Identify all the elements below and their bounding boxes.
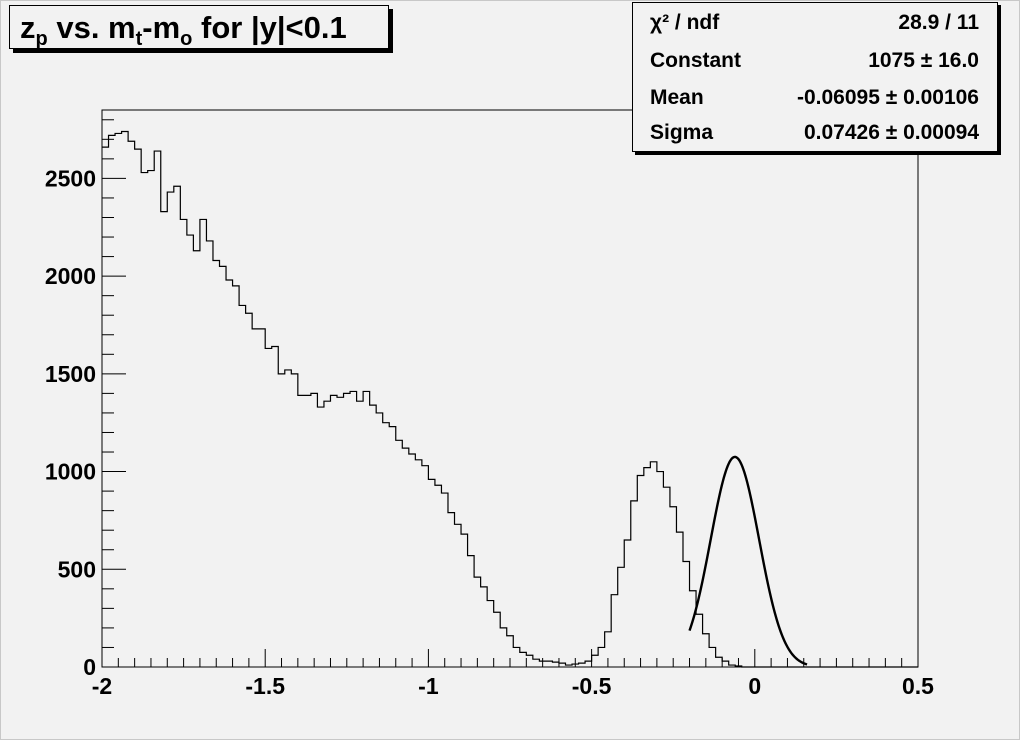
- stats-value: 28.9 / 11: [898, 11, 979, 34]
- stats-value: 0.07426 ± 0.00094: [803, 121, 979, 144]
- y-tick-label: 500: [58, 556, 96, 582]
- x-tick-label: -0.5: [572, 673, 612, 699]
- title-sub-p: p: [35, 28, 48, 51]
- gaussian-fit-curve: [688, 455, 808, 666]
- x-tick-label: -1.5: [245, 673, 285, 699]
- stats-key: Mean: [650, 86, 704, 109]
- stats-key: Constant: [650, 49, 741, 72]
- stats-value: 1075 ± 16.0: [868, 49, 979, 72]
- stats-key: Sigma: [650, 121, 714, 144]
- title-sub-o: o: [180, 28, 193, 51]
- title-tail: for |y|<0.1: [192, 10, 347, 45]
- stats-value: -0.06095 ± 0.00106: [796, 86, 979, 109]
- x-tick-label: -2: [92, 673, 112, 699]
- x-tick-label: -1: [418, 673, 439, 699]
- y-tick-label: 2000: [45, 263, 96, 289]
- title-vs-m: vs. m: [47, 10, 136, 45]
- stats-row-sigma: Sigma 0.07426 ± 0.00094: [633, 115, 997, 151]
- plot-frame: [101, 109, 919, 668]
- y-tick-label: 0: [83, 654, 96, 680]
- stats-key: χ² / ndf: [650, 11, 720, 34]
- y-axis: 0 500 1000 1500 2000 2500: [45, 110, 126, 680]
- stats-row-chi2: χ² / ndf 28.9 / 11: [633, 5, 997, 41]
- y-tick-label: 1500: [45, 361, 96, 387]
- x-axis: -2 -1.5 -1 -0.5 0 0.5: [92, 649, 934, 699]
- y-tick-label: 2500: [45, 165, 96, 191]
- title-z: z: [20, 10, 36, 45]
- x-tick-label: 0.5: [902, 673, 934, 699]
- stats-row-mean: Mean -0.06095 ± 0.00106: [633, 80, 997, 116]
- title-sub-t: t: [135, 28, 143, 51]
- stats-row-constant: Constant 1075 ± 16.0: [633, 43, 997, 79]
- plot-title: zp vs. mt-mo for |y|<0.1: [9, 5, 389, 51]
- fit-stats-box: χ² / ndf 28.9 / 11 Constant 1075 ± 16.0 …: [632, 2, 998, 152]
- x-tick-label: 0: [748, 673, 761, 699]
- y-tick-label: 1000: [45, 459, 96, 485]
- histogram-series: [102, 130, 918, 668]
- title-minus-m: -m: [142, 10, 181, 45]
